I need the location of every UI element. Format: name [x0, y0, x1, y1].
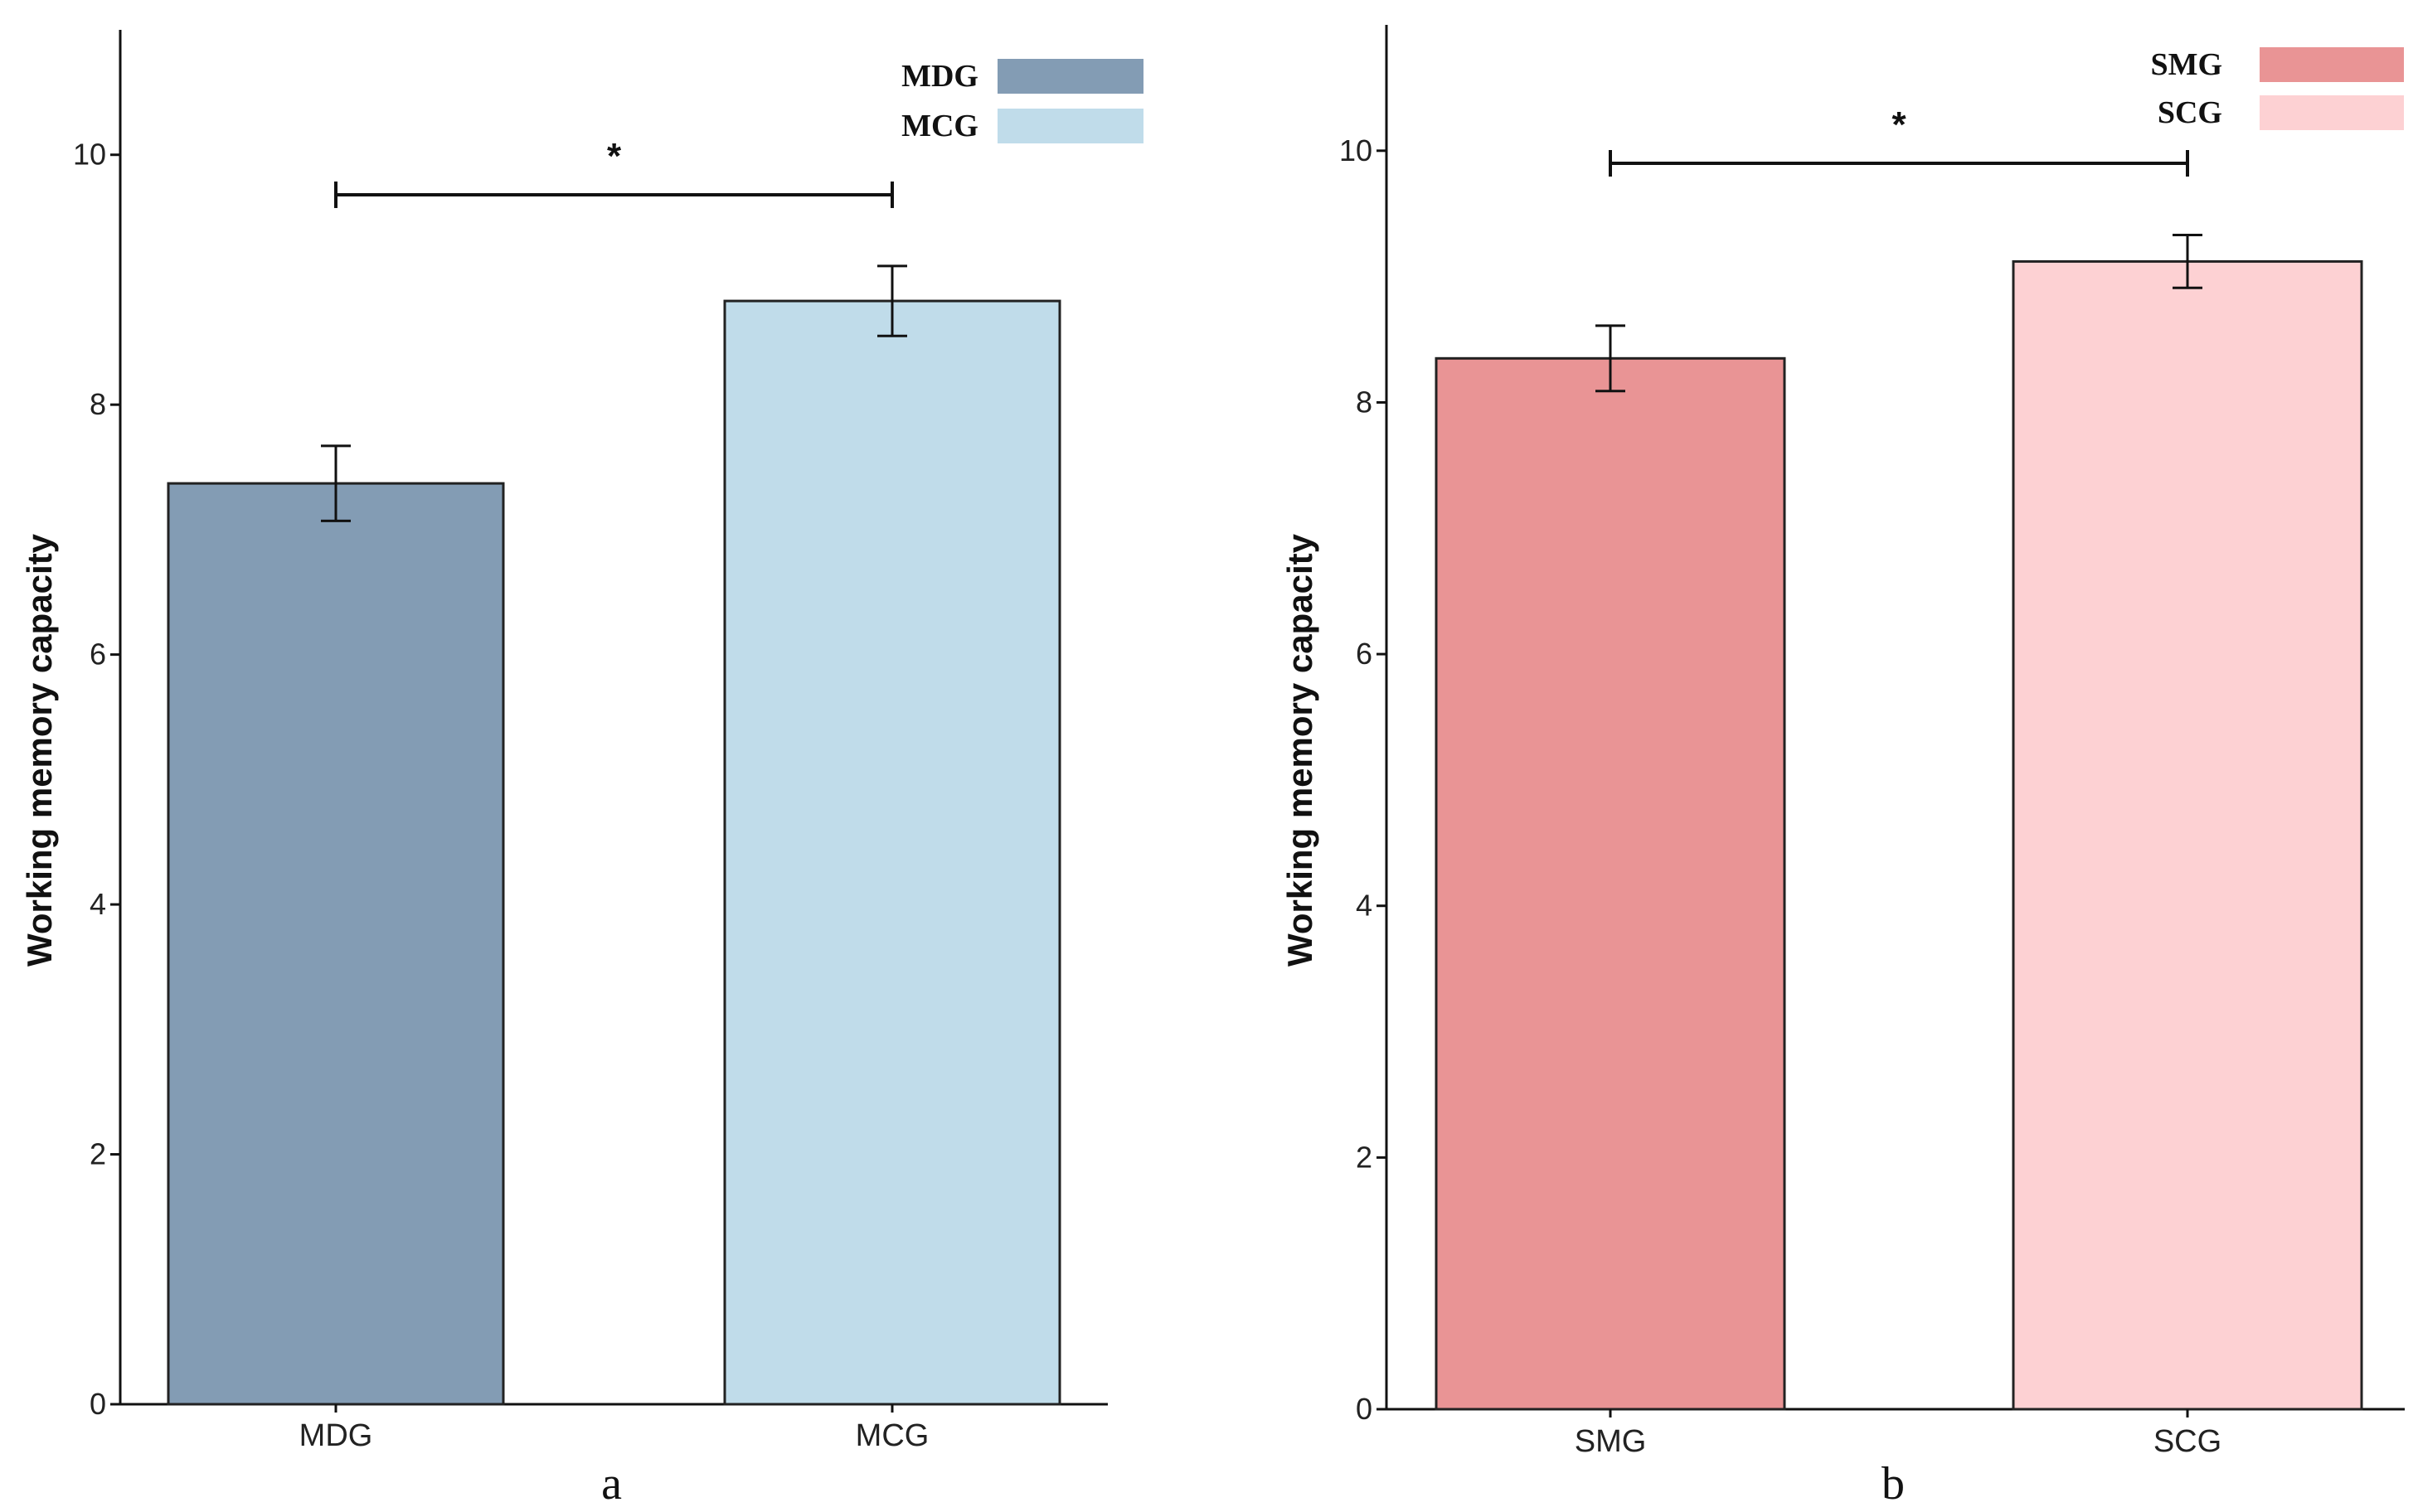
bar-scg: [2012, 259, 2363, 1411]
y-tick-label: 2: [90, 1137, 106, 1171]
panel-label: b: [1881, 1458, 1905, 1510]
legend-swatch: [998, 59, 1143, 94]
y-axis-title: Working memory capacity: [20, 533, 59, 967]
legend-swatch: [998, 109, 1143, 143]
legend-label: MDG: [901, 59, 978, 94]
x-category-label: MDG: [299, 1418, 373, 1453]
y-tick-label: 2: [1356, 1140, 1372, 1174]
bar-mdg: [167, 482, 505, 1406]
significance-star: *: [1891, 104, 1906, 145]
y-tick-label: 8: [1356, 385, 1372, 419]
panel-label: a: [601, 1458, 622, 1510]
legend-swatch: [2260, 47, 2404, 82]
chart-panel-a: 0 2 4 6 8 10 Working memory capacity MDG MCG * MDG…: [20, 30, 1143, 1510]
y-tick-label: 6: [90, 637, 106, 671]
y-tick-label: 8: [90, 387, 106, 421]
y-tick-label: 0: [1356, 1392, 1372, 1426]
y-tick-label: 0: [90, 1387, 106, 1421]
x-category-label: SCG: [2153, 1424, 2221, 1459]
y-axis-title: Working memory capacity: [1280, 533, 1319, 967]
legend-label: SCG: [2158, 95, 2222, 130]
y-tick-label: 10: [1339, 133, 1372, 167]
y-tick-label: 4: [1356, 889, 1372, 923]
chart-panel-b: 0 2 4 6 8 10 Working memory capacity SMG SCG * SMG…: [1280, 25, 2405, 1510]
legend-label: MCG: [901, 109, 978, 143]
legend-label: SMG: [2150, 47, 2222, 82]
bar-smg: [1435, 356, 1786, 1411]
legend-swatch: [2260, 95, 2404, 130]
x-category-label: MCG: [856, 1418, 930, 1453]
x-category-label: SMG: [1575, 1424, 1647, 1459]
significance-star: *: [607, 136, 622, 177]
y-tick-label: 6: [1356, 637, 1372, 671]
bar-mcg: [723, 299, 1061, 1406]
y-tick-label: 10: [73, 138, 106, 172]
y-tick-label: 4: [90, 887, 106, 921]
